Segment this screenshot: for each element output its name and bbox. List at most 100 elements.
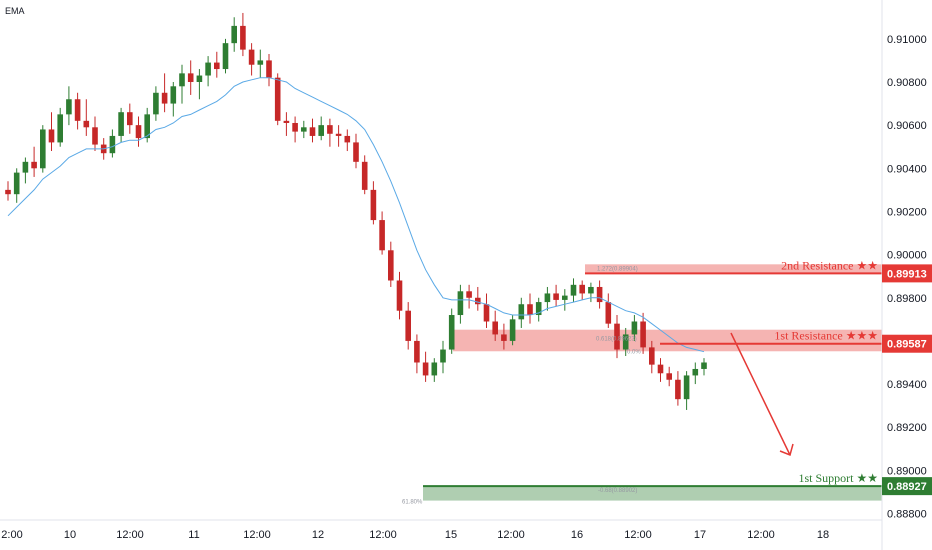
candle-body xyxy=(605,302,612,324)
candle-body xyxy=(205,62,211,76)
x-tick-label: 12:00 xyxy=(497,529,525,541)
candle-body xyxy=(309,127,316,136)
candle-body xyxy=(22,161,29,173)
candle-body xyxy=(675,379,681,400)
candle-body xyxy=(640,321,646,348)
y-tick-label: 0.90800 xyxy=(887,77,927,89)
candle-body xyxy=(13,172,20,195)
candle-body xyxy=(544,293,551,303)
candle-body xyxy=(527,304,533,316)
arrow-head xyxy=(779,443,794,457)
candle-body xyxy=(431,362,438,376)
candle-body xyxy=(292,122,298,132)
candle-body xyxy=(414,340,420,363)
y-tick-label: 0.89800 xyxy=(887,293,927,305)
candle-body xyxy=(518,304,525,320)
candle-body xyxy=(187,73,194,82)
x-tick-label: 12:00 xyxy=(369,529,397,541)
candle-body xyxy=(48,129,55,143)
candle-body xyxy=(57,114,63,143)
candle-body xyxy=(440,349,446,363)
level-name-0: 2nd Resistance ★★ xyxy=(781,258,878,272)
candle-body xyxy=(5,189,11,195)
candle-body xyxy=(509,319,516,341)
candle-body xyxy=(161,92,168,104)
y-tick-label: 0.89000 xyxy=(887,465,927,477)
candlestick-series xyxy=(5,12,707,410)
time-axis[interactable]: 2:00 10 12:00 11 12:00 12 12:00 15 12:00 16 12:00 1… xyxy=(1,529,829,541)
candle-body xyxy=(66,99,72,115)
y-tick-label: 0.90400 xyxy=(887,163,927,175)
x-tick-label: 15 xyxy=(445,529,457,541)
candle-body xyxy=(109,135,116,154)
x-tick-label: 12:00 xyxy=(624,529,652,541)
candle-body xyxy=(631,321,638,335)
candle-body xyxy=(335,133,342,136)
candle-body xyxy=(535,302,542,316)
candle-body xyxy=(327,125,333,134)
candle-body xyxy=(501,334,507,341)
y-tick-label: 0.90600 xyxy=(887,120,927,132)
candle-body xyxy=(701,362,707,369)
fib-sublabel-1: 0.0% xyxy=(627,350,641,356)
level-zones xyxy=(423,264,882,501)
candle-body xyxy=(657,364,664,374)
candle-body xyxy=(153,92,159,115)
candle-body xyxy=(361,161,368,190)
candle-body xyxy=(683,375,690,400)
candle-body xyxy=(248,49,255,65)
candle-body xyxy=(274,77,281,121)
candle-body xyxy=(379,220,385,251)
candle-body xyxy=(74,99,81,121)
candle-body xyxy=(405,310,411,341)
candle-body xyxy=(492,321,498,335)
price-tag-1 xyxy=(882,334,932,353)
candle-body xyxy=(692,368,699,376)
candle-body xyxy=(231,25,237,44)
price-tag-0 xyxy=(882,264,932,283)
candle-body xyxy=(196,75,203,82)
level-name-2: 1st Support ★★ xyxy=(798,471,878,485)
x-tick-label: 12:00 xyxy=(243,529,271,541)
fib-label-0: 1.272(0.89904) xyxy=(597,266,638,272)
candle-body xyxy=(457,291,464,316)
candle-body xyxy=(170,86,177,104)
x-tick-label: 16 xyxy=(571,529,583,541)
candle-body xyxy=(222,43,229,70)
candle-body xyxy=(370,189,377,221)
price-tag-label-2: 0.88927 xyxy=(887,481,927,493)
price-tag-label-1: 0.89587 xyxy=(887,339,927,351)
candle-body xyxy=(353,142,359,162)
candle-body xyxy=(240,25,246,50)
candle-body xyxy=(396,280,403,311)
candle-body xyxy=(257,60,264,65)
y-tick-label: 0.91000 xyxy=(887,34,927,46)
candle-body xyxy=(422,362,429,376)
y-tick-label: 0.90200 xyxy=(887,206,927,218)
price-tag-label-0: 0.89913 xyxy=(887,268,927,280)
candle-body xyxy=(118,112,124,136)
x-tick-label: 18 xyxy=(817,529,829,541)
fib-label-1: 0.618(0.89623) xyxy=(596,337,637,343)
x-tick-label: 17 xyxy=(694,529,706,541)
arrow-shaft xyxy=(730,332,791,456)
price-axis[interactable]: 0.91000 0.90800 0.90600 0.90400 0.90200 0.900… xyxy=(887,34,927,521)
x-tick-label: 12 xyxy=(312,529,324,541)
candle-body xyxy=(622,334,629,350)
candle-body xyxy=(553,293,559,300)
candle-body xyxy=(283,120,290,123)
candle-body xyxy=(92,127,98,145)
y-tick-label: 0.88800 xyxy=(887,509,927,521)
x-tick-label: 12:00 xyxy=(747,529,775,541)
candle-body xyxy=(318,125,324,136)
candle-body xyxy=(344,135,351,143)
candle-body xyxy=(579,284,585,294)
candle-body xyxy=(466,291,472,298)
candle-body xyxy=(562,295,568,300)
candle-body xyxy=(388,250,394,281)
candle-body xyxy=(596,286,603,303)
level-name-1: 1st Resistance ★★★ xyxy=(774,329,878,343)
candle-body xyxy=(135,125,142,139)
candle-body xyxy=(649,347,655,365)
